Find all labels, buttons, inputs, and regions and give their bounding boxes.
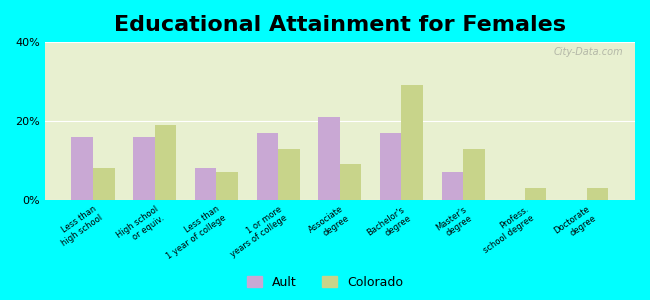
Bar (380, 133, 402, 200)
Bar (93, 168, 114, 200)
Bar (402, 85, 423, 200)
Bar (525, 188, 547, 200)
Bar (216, 172, 238, 200)
Bar (133, 137, 155, 200)
Bar (257, 133, 278, 200)
Bar (463, 148, 485, 200)
Bar (195, 168, 216, 200)
Bar (278, 148, 300, 200)
Bar (340, 164, 361, 200)
Text: City-Data.com: City-Data.com (554, 47, 623, 57)
Bar (586, 188, 608, 200)
Bar (441, 172, 463, 200)
Bar (318, 117, 340, 200)
Bar (155, 125, 176, 200)
Bar (72, 137, 93, 200)
Legend: Ault, Colorado: Ault, Colorado (242, 271, 408, 294)
Title: Educational Attainment for Females: Educational Attainment for Females (114, 15, 566, 35)
